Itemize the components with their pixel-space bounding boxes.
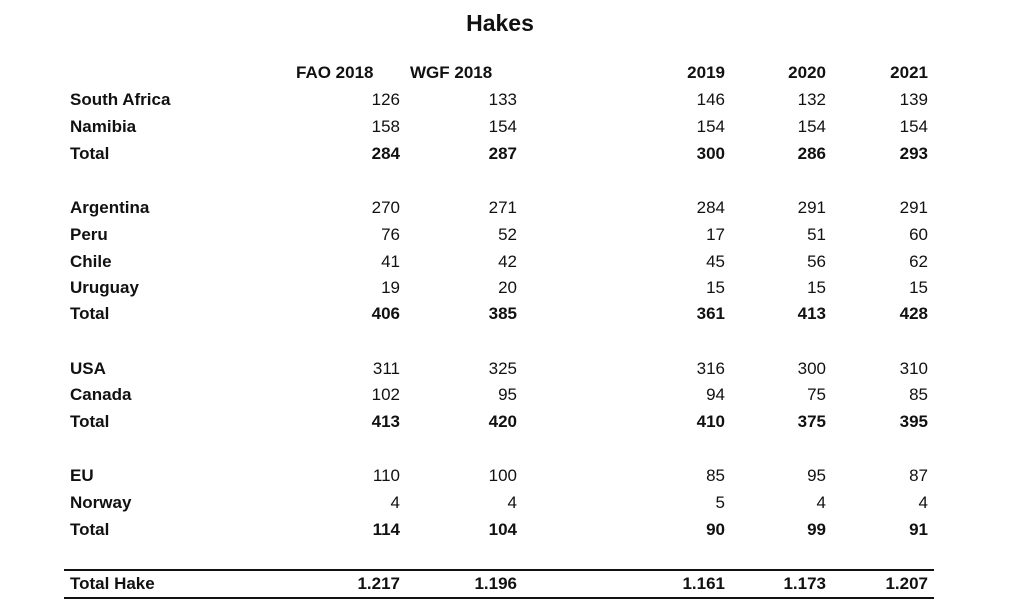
total-2020: 413 <box>797 304 826 323</box>
cell-2021: 62 <box>909 252 928 271</box>
cell-2021: 291 <box>899 198 928 217</box>
header-fao-2018: FAO 2018 <box>296 63 374 82</box>
header-2019: 2019 <box>687 63 725 82</box>
cell-fao-2018: 102 <box>371 385 400 404</box>
cell-2019: 85 <box>706 466 725 485</box>
page-title: Hakes <box>466 10 534 36</box>
header-2021: 2021 <box>890 63 928 82</box>
total-label: Total <box>70 304 110 323</box>
total-2021: 91 <box>909 520 928 539</box>
cell-2021: 310 <box>899 359 928 378</box>
cell-2020: 300 <box>797 359 826 378</box>
cell-fao-2018: 41 <box>381 252 400 271</box>
total-2021: 293 <box>899 144 928 163</box>
cell-2021: 87 <box>909 466 928 485</box>
row-label: Argentina <box>70 198 150 217</box>
cell-wgf-2018: 42 <box>498 252 517 271</box>
grand-total-fao-2018: 1.217 <box>357 574 400 593</box>
cell-2020: 4 <box>816 493 826 512</box>
cell-wgf-2018: 271 <box>488 198 517 217</box>
grand-total-wgf-2018: 1.196 <box>474 574 517 593</box>
cell-2019: 316 <box>696 359 725 378</box>
total-2020: 99 <box>807 520 826 539</box>
total-2019: 361 <box>696 304 725 323</box>
row-label: EU <box>70 466 94 485</box>
cell-2019: 94 <box>706 385 725 404</box>
total-2020: 286 <box>797 144 826 163</box>
cell-2021: 154 <box>899 117 928 136</box>
total-fao-2018: 284 <box>371 144 400 163</box>
cell-2020: 75 <box>807 385 826 404</box>
cell-fao-2018: 19 <box>381 278 400 297</box>
cell-wgf-2018: 100 <box>488 466 517 485</box>
row-label: Chile <box>70 252 112 271</box>
total-wgf-2018: 104 <box>488 520 517 539</box>
total-2020: 375 <box>797 412 826 431</box>
row-label: Canada <box>70 385 132 404</box>
cell-fao-2018: 270 <box>371 198 400 217</box>
cell-wgf-2018: 4 <box>507 493 517 512</box>
total-2019: 300 <box>696 144 725 163</box>
grand-total-2021: 1.207 <box>885 574 928 593</box>
total-wgf-2018: 287 <box>488 144 517 163</box>
grand-total-top-rule <box>64 569 934 571</box>
row-label: Peru <box>70 225 108 244</box>
cell-2019: 45 <box>706 252 725 271</box>
total-fao-2018: 406 <box>371 304 400 323</box>
total-2021: 428 <box>899 304 928 323</box>
cell-fao-2018: 4 <box>390 493 400 512</box>
cell-2019: 284 <box>696 198 725 217</box>
cell-wgf-2018: 95 <box>498 385 517 404</box>
cell-fao-2018: 126 <box>371 90 400 109</box>
total-2021: 395 <box>899 412 928 431</box>
total-wgf-2018: 385 <box>488 304 517 323</box>
cell-2020: 15 <box>807 278 826 297</box>
cell-wgf-2018: 325 <box>488 359 517 378</box>
cell-2020: 95 <box>807 466 826 485</box>
cell-fao-2018: 110 <box>372 466 400 485</box>
total-2019: 90 <box>706 520 725 539</box>
total-fao-2018: 114 <box>372 520 400 539</box>
grand-total-2020: 1.173 <box>783 574 826 593</box>
cell-2019: 15 <box>706 278 725 297</box>
cell-wgf-2018: 52 <box>498 225 517 244</box>
total-label: Total <box>70 520 110 539</box>
row-label: South Africa <box>70 90 171 109</box>
cell-2020: 291 <box>797 198 826 217</box>
cell-2021: 15 <box>909 278 928 297</box>
row-label: Uruguay <box>70 278 139 297</box>
cell-wgf-2018: 154 <box>488 117 517 136</box>
cell-wgf-2018: 20 <box>498 278 517 297</box>
cell-fao-2018: 76 <box>381 225 400 244</box>
cell-2021: 85 <box>909 385 928 404</box>
cell-2020: 132 <box>797 90 826 109</box>
header-wgf-2018: WGF 2018 <box>410 63 493 82</box>
cell-fao-2018: 158 <box>371 117 400 136</box>
header-2020: 2020 <box>788 63 826 82</box>
cell-2019: 17 <box>706 225 725 244</box>
total-2019: 410 <box>696 412 725 431</box>
cell-2019: 5 <box>715 493 725 512</box>
grand-total-bottom-rule <box>64 597 934 599</box>
row-label: Norway <box>70 493 132 512</box>
total-fao-2018: 413 <box>371 412 400 431</box>
cell-wgf-2018: 133 <box>488 90 517 109</box>
cell-2020: 154 <box>797 117 826 136</box>
cell-2021: 60 <box>909 225 928 244</box>
cell-2020: 51 <box>807 225 826 244</box>
cell-2021: 139 <box>899 90 928 109</box>
total-wgf-2018: 420 <box>488 412 517 431</box>
cell-2020: 56 <box>807 252 826 271</box>
row-label: USA <box>70 359 106 378</box>
grand-total-2019: 1.161 <box>682 574 725 593</box>
total-label: Total <box>70 144 110 163</box>
cell-2019: 154 <box>696 117 725 136</box>
row-label: Namibia <box>70 117 137 136</box>
total-label: Total <box>70 412 110 431</box>
grand-total-label: Total Hake <box>70 574 155 593</box>
cell-2021: 4 <box>918 493 928 512</box>
cell-fao-2018: 311 <box>372 359 400 378</box>
cell-2019: 146 <box>696 90 725 109</box>
